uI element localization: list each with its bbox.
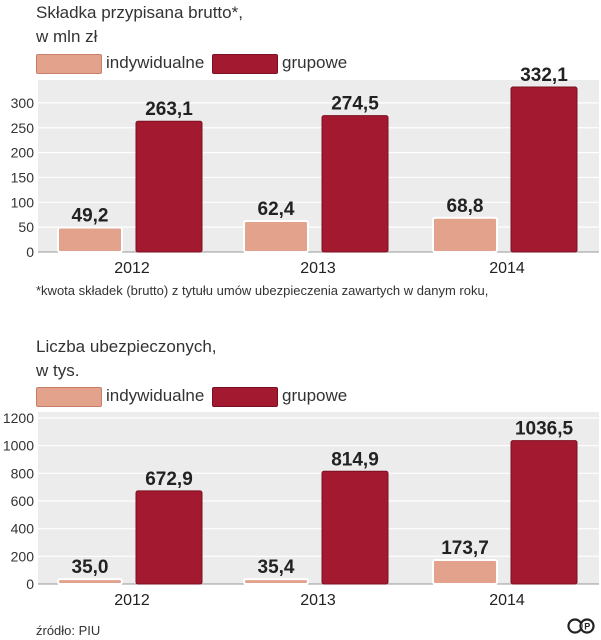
chart1-title: Składka przypisana brutto*, [36, 3, 243, 22]
chart1-data-label-individual-2012: 49,2 [72, 206, 109, 227]
chart1-subtitle: w mln zł [36, 27, 98, 46]
chart1-data-label-group-2013: 274,5 [331, 94, 379, 115]
chart2-y-tick-label: 200 [11, 548, 35, 564]
chart2-y-tick-label: 1000 [3, 438, 34, 454]
chart2-legend-label-individual: indywidualne [106, 386, 205, 405]
chart2-y-tick-label: 800 [11, 465, 35, 481]
chart2-bar-group-2013 [321, 470, 389, 585]
chart2-bar-individual-2014 [432, 558, 498, 585]
chart1-bar-group-2014 [510, 86, 578, 253]
chart2-plot-area [38, 412, 599, 584]
chart1-bar-individual-2013 [243, 219, 309, 253]
chart2-subtitle: w tys. [36, 361, 80, 380]
chart1-bar-group-2012 [135, 120, 203, 253]
chart1-bar-individual-2014 [432, 216, 498, 254]
chart2-x-tick-label: 2013 [300, 592, 336, 609]
chart2-y-tick-label: 600 [11, 493, 35, 509]
chart2-data-label-group-2012: 672,9 [145, 469, 193, 490]
chart2-bar-individual-2013 [243, 578, 309, 586]
chart1-y-tick-label: 50 [18, 219, 34, 235]
chart2-legend-label-group: grupowe [282, 386, 348, 405]
chart2-data-label-group-2014: 1036,5 [515, 419, 574, 440]
chart1-data-label-group-2014: 332,1 [520, 65, 568, 86]
svg-text:P: P [584, 622, 590, 632]
chart2-legend-swatch-group [212, 387, 278, 407]
chart1-data-label-individual-2013: 62,4 [258, 199, 295, 220]
chart1-legend-label-individual: indywidualne [106, 53, 205, 72]
chart1-x-tick-label: 2013 [300, 260, 336, 277]
chart1-legend-swatch-group [212, 54, 278, 74]
chart1-x-tick-label: 2014 [489, 260, 525, 277]
chart1-x-tick-label: 2012 [114, 260, 150, 277]
chart2-data-label-individual-2012: 35,0 [72, 557, 109, 578]
chart1-data-label-group-2012: 263,1 [145, 99, 193, 120]
chart1-plot-area [38, 80, 599, 252]
chart1-y-tick-label: 250 [11, 120, 35, 136]
chart1-footnote: *kwota składek (brutto) z tytułu umów ub… [36, 283, 489, 298]
chart1-legend-swatch-individual [36, 54, 102, 74]
cp-logo-icon: P [567, 618, 597, 638]
chart2-x-tick-label: 2012 [114, 592, 150, 609]
chart2-y-tick-label: 400 [11, 521, 35, 537]
chart1-y-tick-label: 200 [11, 145, 35, 161]
chart1-svg: 0 50 100 150 200 250 300 49,2 263,1 2012 62,4 274,5… [11, 65, 599, 277]
chart2-data-label-group-2013: 814,9 [331, 449, 379, 470]
chart1-y-tick-label: 300 [11, 95, 35, 111]
chart2-bar-individual-2012 [57, 578, 123, 585]
chart2-x-tick-label: 2014 [489, 592, 525, 609]
chart2-y-tick-label: 1200 [3, 410, 34, 426]
chart1-bar-individual-2012 [57, 226, 123, 253]
chart2-title: Liczba ubezpieczonych, [36, 337, 217, 356]
chart1-data-label-individual-2014: 68,8 [447, 196, 484, 217]
chart1-y-tick-label: 150 [11, 169, 35, 185]
chart1-y-tick-label: 0 [26, 244, 34, 260]
chart2-data-label-individual-2013: 35,4 [258, 557, 295, 578]
chart2-bar-group-2012 [135, 490, 203, 585]
chart2-legend-swatch-individual [36, 387, 102, 407]
chart2-y-tick-label: 0 [26, 576, 34, 592]
chart1-legend-label-group: grupowe [282, 53, 348, 72]
chart2-data-label-individual-2014: 173,7 [441, 538, 489, 559]
chart1-bar-group-2013 [321, 115, 389, 253]
chart2-bar-group-2014 [510, 440, 578, 585]
source-note: źródło: PIU [36, 623, 101, 638]
chart1-y-tick-label: 100 [11, 194, 35, 210]
